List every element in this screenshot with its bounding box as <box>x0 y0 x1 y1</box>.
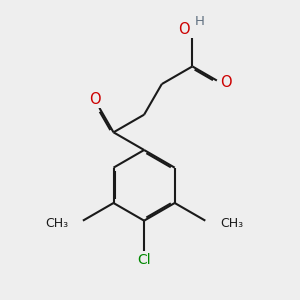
Text: Cl: Cl <box>137 253 151 267</box>
Text: H: H <box>195 15 205 28</box>
Text: O: O <box>178 22 189 38</box>
Text: O: O <box>220 74 232 89</box>
Text: O: O <box>89 92 101 107</box>
Text: CH₃: CH₃ <box>45 217 68 230</box>
Text: CH₃: CH₃ <box>220 217 243 230</box>
